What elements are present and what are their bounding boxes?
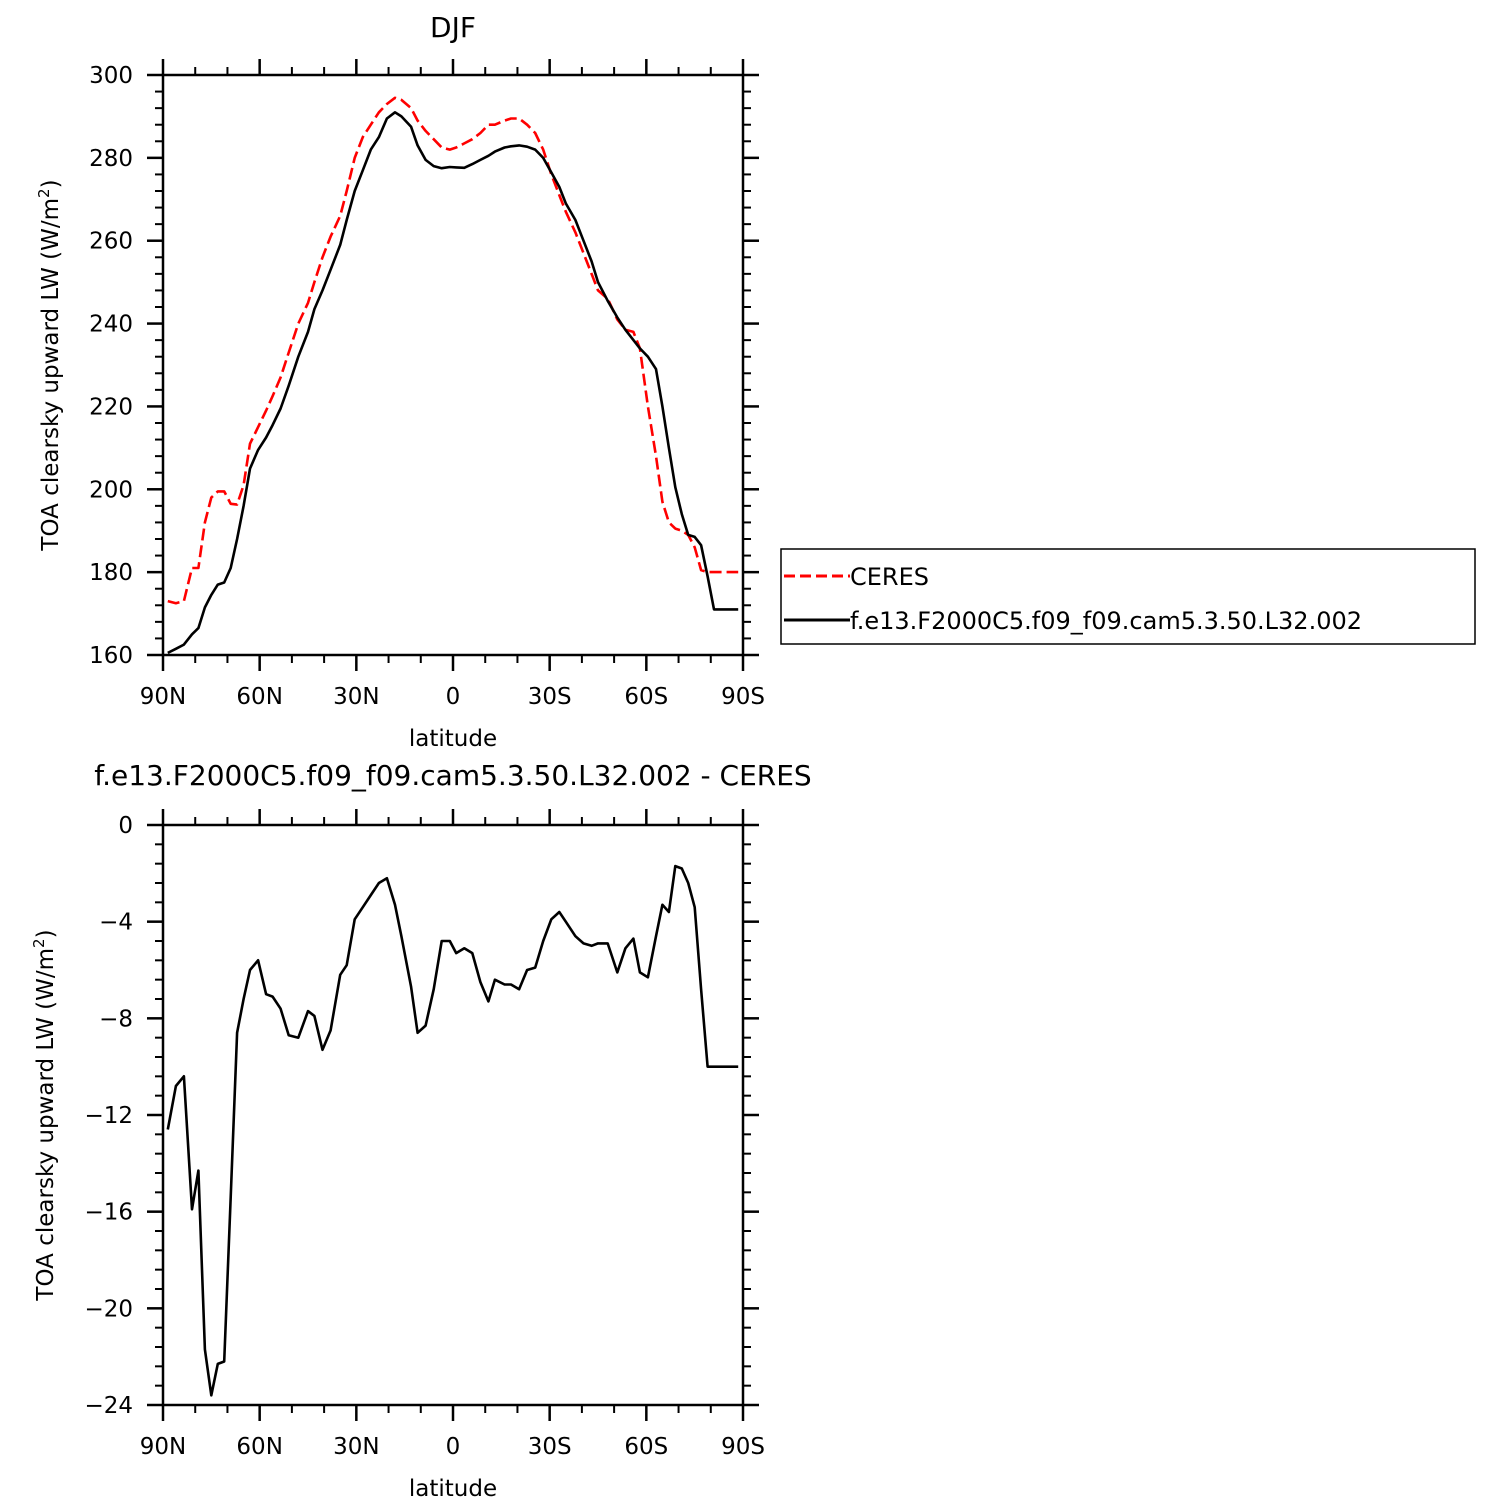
x-tick-label: 0: [446, 684, 461, 710]
y-tick-label: −20: [84, 1296, 133, 1322]
y-tick-label: −12: [84, 1103, 133, 1129]
y-tick-label: 160: [89, 643, 133, 669]
top-x-axis-label: latitude: [409, 726, 497, 752]
legend: CERES f.e13.F2000C5.f09_f09.cam5.3.50.L3…: [780, 548, 1476, 645]
legend-ceres-label: CERES: [850, 563, 929, 591]
top-x-tick-labels: 90N 60N 30N 0 30S 60S 90S: [140, 684, 765, 710]
y-tick-label: 260: [89, 229, 133, 255]
bottom-x-axis-label: latitude: [409, 1476, 497, 1502]
top-chart-title: DJF: [430, 11, 476, 44]
top-y-tick-labels: 160 180 200 220 240 260 280 300: [89, 63, 133, 669]
top-y-axis-label-main: TOA clearsky upward LW (W/m: [38, 198, 64, 552]
bottom-chart-panel: f.e13.F2000C5.f09_f09.cam5.3.50.L32.002 …: [30, 759, 812, 1502]
top-y-axis-label: TOA clearsky upward LW (W/m2): [35, 179, 64, 551]
x-tick-label: 30S: [528, 684, 572, 710]
bottom-chart-title: f.e13.F2000C5.f09_f09.cam5.3.50.L32.002 …: [94, 759, 811, 792]
bottom-y-axis-label: TOA clearsky upward LW (W/m2): [30, 929, 59, 1301]
top-plot-frame: [161, 73, 745, 657]
y-tick-label: 200: [89, 477, 133, 503]
y-tick-label: 180: [89, 560, 133, 586]
legend-box: [780, 548, 1476, 645]
x-tick-label: 30S: [528, 1434, 572, 1460]
top-axis-ticks: [147, 59, 759, 671]
model-series-line: [167, 111, 739, 655]
difference-series-line: [166, 864, 739, 1397]
ceres-series-line: [167, 96, 739, 605]
x-tick-label: 30N: [333, 684, 379, 710]
legend-model-label: f.e13.F2000C5.f09_f09.cam5.3.50.L32.002: [850, 607, 1362, 635]
x-tick-label: 90S: [721, 684, 765, 710]
x-tick-label: 0: [446, 1434, 461, 1460]
bottom-axis-ticks: [147, 809, 759, 1421]
bottom-y-axis-label-sup: 2: [30, 938, 48, 948]
x-tick-label: 90N: [140, 1434, 186, 1460]
y-tick-label: −24: [84, 1393, 133, 1419]
top-y-axis-label-sup: 2: [35, 188, 53, 198]
top-series-lines: [167, 96, 739, 655]
y-tick-label: −4: [99, 910, 133, 936]
bottom-y-axis-label-tail: ): [33, 929, 59, 938]
top-y-axis-label-tail: ): [38, 179, 64, 188]
x-tick-label: 60S: [624, 684, 668, 710]
x-tick-label: 60N: [236, 1434, 282, 1460]
y-tick-label: 300: [89, 63, 133, 89]
y-tick-label: −16: [84, 1200, 133, 1226]
y-tick-label: 0: [118, 813, 133, 839]
x-tick-label: 60S: [624, 1434, 668, 1460]
bottom-x-tick-labels: 90N 60N 30N 0 30S 60S 90S: [140, 1434, 765, 1460]
x-tick-label: 30N: [333, 1434, 379, 1460]
bottom-y-tick-labels: −24 −20 −16 −12 −8 −4 0: [84, 813, 133, 1419]
y-tick-label: −8: [99, 1006, 133, 1032]
y-tick-label: 280: [89, 146, 133, 172]
x-tick-label: 60N: [236, 684, 282, 710]
y-tick-label: 240: [89, 312, 133, 338]
y-tick-label: 220: [89, 394, 133, 420]
bottom-plot-frame: [161, 823, 745, 1407]
x-tick-label: 90N: [140, 684, 186, 710]
bottom-y-axis-label-main: TOA clearsky upward LW (W/m: [33, 948, 59, 1302]
x-tick-label: 90S: [721, 1434, 765, 1460]
bottom-series-lines: [166, 864, 739, 1397]
top-chart-panel: DJF 160 180 200 220 240 260 280 300 90N 60N 30N 0 3…: [35, 11, 1476, 752]
